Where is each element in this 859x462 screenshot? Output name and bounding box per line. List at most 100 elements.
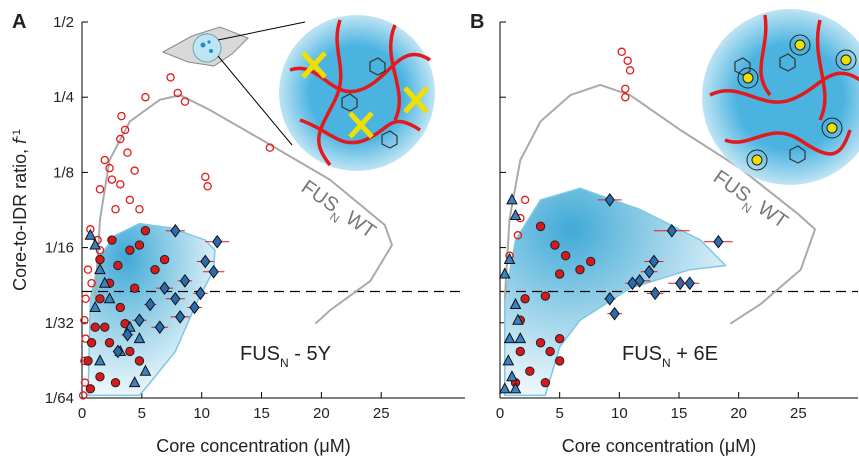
point: [135, 205, 144, 214]
point: [175, 310, 186, 324]
point: [212, 234, 223, 249]
panel-label: A: [12, 11, 26, 33]
point: [666, 223, 677, 238]
point: [107, 235, 117, 245]
point: [203, 182, 212, 191]
y-tick-label: 1/8: [53, 164, 74, 181]
x-tick-label: 25: [790, 405, 807, 422]
point: [78, 391, 88, 400]
point: [535, 221, 546, 232]
point: [89, 300, 101, 312]
point: [145, 297, 156, 312]
point: [141, 92, 150, 102]
point: [634, 274, 645, 288]
point: [117, 111, 126, 121]
point: [180, 97, 190, 106]
x-tick-label: 5: [138, 405, 146, 422]
point: [84, 228, 97, 240]
point: [95, 294, 105, 304]
y-label-sup: -1: [11, 129, 23, 139]
point: [130, 166, 139, 175]
x-tick-label: 5: [555, 405, 563, 422]
point: [134, 356, 145, 366]
y-tick-label: 1/32: [45, 315, 74, 332]
point: [625, 66, 635, 75]
charges: [737, 34, 857, 171]
point: [116, 134, 125, 144]
x-tick-label: 10: [193, 405, 210, 422]
point: [173, 88, 182, 98]
point: [104, 338, 115, 348]
chains: [709, 14, 859, 156]
point: [621, 84, 630, 94]
x-tick-label: 15: [253, 405, 270, 422]
point: [502, 354, 515, 366]
point: [81, 334, 90, 343]
point: [503, 332, 516, 344]
point: [540, 291, 551, 301]
point: [498, 382, 511, 394]
point: [87, 278, 96, 288]
point: [94, 354, 106, 366]
x-tick-label: 25: [373, 405, 390, 422]
annotation-text: FUS: [622, 343, 662, 365]
point: [129, 283, 140, 293]
x-tick-label: 20: [313, 405, 330, 422]
point: [498, 267, 511, 279]
x-tick-label: 0: [496, 405, 504, 422]
point: [644, 264, 655, 279]
wt-boundary: [503, 83, 817, 325]
point: [125, 245, 135, 255]
point: [125, 195, 135, 205]
annotation-sub: N: [662, 356, 671, 370]
zoom-line: [217, 21, 306, 41]
annotation-rest: WT: [749, 194, 792, 233]
illustrations: [161, 9, 859, 185]
point: [81, 294, 90, 304]
wt-boundary: [94, 94, 394, 325]
panel-label: B: [470, 11, 484, 33]
point: [506, 370, 518, 382]
point: [83, 265, 93, 274]
droplet-dot: [207, 40, 211, 44]
annotation: FUSN + 6E: [622, 343, 718, 370]
crosses: [301, 51, 429, 139]
point: [83, 356, 93, 366]
point: [86, 338, 97, 348]
point: [100, 322, 110, 332]
x-tick-label: 0: [78, 405, 86, 422]
point: [201, 172, 210, 182]
point: [98, 276, 111, 288]
zoom-line: [217, 55, 293, 146]
point: [90, 322, 100, 332]
point: [123, 148, 132, 157]
point: [112, 344, 124, 359]
point: [648, 254, 660, 269]
point: [560, 251, 571, 261]
point: [116, 180, 125, 189]
point: [122, 327, 133, 342]
point: [133, 332, 146, 344]
point: [554, 269, 565, 279]
point: [154, 320, 165, 335]
point: [100, 155, 109, 165]
point: [503, 252, 516, 265]
point: [134, 240, 145, 250]
point: [80, 315, 89, 325]
point: [179, 274, 191, 288]
point: [509, 382, 522, 394]
point: [684, 276, 695, 291]
point: [604, 291, 615, 306]
point: [515, 346, 525, 357]
annotation-rest: - 5Y: [289, 343, 331, 365]
point: [609, 306, 620, 321]
point: [514, 332, 527, 344]
point: [650, 286, 661, 301]
point: [103, 292, 116, 304]
point: [107, 175, 117, 184]
y-label-text: Core-to-IDR ratio,: [10, 144, 30, 291]
point: [623, 56, 632, 65]
point: [85, 384, 96, 394]
point: [506, 193, 518, 205]
